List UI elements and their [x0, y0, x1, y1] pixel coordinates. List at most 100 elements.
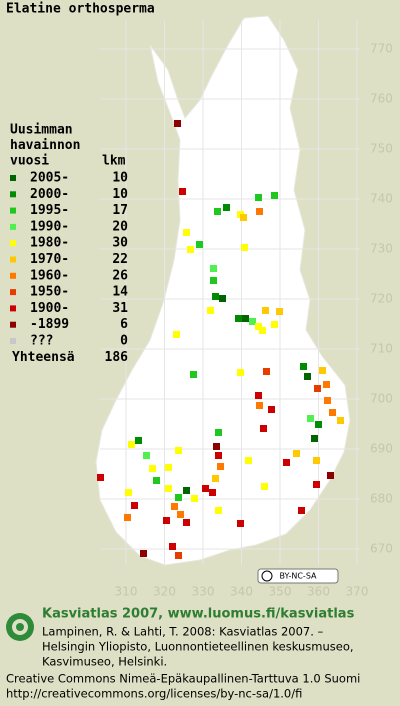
observation: [202, 485, 209, 492]
observation: [209, 489, 216, 496]
observation: [249, 318, 256, 325]
legend-header: vuosi: [10, 154, 49, 169]
observation: [215, 429, 222, 436]
observation: [319, 367, 326, 374]
legend-label: 1950-: [30, 285, 69, 300]
observation: [212, 293, 219, 300]
legend-label: 2005-: [30, 171, 69, 186]
citation: Lampinen, R. & Lahti, T. 2008: Kasviatla…: [42, 625, 324, 639]
observation: [263, 368, 270, 375]
legend-count: 17: [112, 203, 128, 218]
observation: [210, 277, 217, 284]
observation: [153, 477, 160, 484]
cc-badge: [257, 568, 339, 584]
legend-count: 0: [120, 334, 128, 349]
legend-swatch: [10, 191, 16, 198]
observation: [183, 519, 190, 526]
observation: [174, 120, 181, 127]
legend-label: 1960-: [30, 268, 69, 283]
observation: [165, 485, 172, 492]
observation: [298, 507, 305, 514]
legend-swatch: [10, 338, 16, 344]
observation: [131, 502, 138, 509]
legend-swatch: [10, 207, 16, 214]
cc-icon: [261, 570, 273, 582]
observation: [215, 507, 222, 514]
observation: [240, 214, 247, 221]
observation: [283, 459, 290, 466]
observation: [276, 308, 283, 315]
observation: [307, 415, 314, 422]
legend-swatch: [10, 223, 16, 230]
legend-count: 10: [112, 171, 128, 186]
legend-count: 22: [112, 252, 128, 267]
observation: [314, 385, 321, 392]
y-label: 670: [370, 542, 393, 556]
observation: [256, 208, 263, 215]
legend-label: 1900-: [30, 301, 69, 316]
observation: [219, 295, 226, 302]
observation: [149, 465, 156, 472]
observation: [169, 543, 176, 550]
observation: [255, 323, 262, 330]
observation: [128, 441, 135, 448]
observation: [212, 475, 219, 482]
observation: [187, 246, 194, 253]
observation: [177, 511, 184, 518]
observation: [255, 194, 262, 201]
observation: [124, 514, 131, 521]
observation: [293, 450, 300, 457]
y-label: 730: [370, 242, 393, 256]
legend-swatch: [10, 272, 16, 279]
observation: [300, 363, 307, 370]
observation: [245, 457, 252, 464]
observation: [324, 397, 331, 404]
observation: [237, 369, 244, 376]
legend-count: 30: [112, 236, 128, 251]
observation: [327, 472, 334, 479]
x-label: 350: [269, 585, 292, 599]
observation: [191, 495, 198, 502]
observation: [241, 244, 248, 251]
x-label: 330: [192, 585, 215, 599]
observation: [313, 481, 320, 488]
observation: [337, 417, 344, 424]
observation: [183, 487, 190, 494]
observation: [315, 421, 322, 428]
y-label: 740: [370, 192, 393, 206]
y-label: 770: [370, 42, 393, 56]
legend-header: havainnon: [10, 138, 80, 153]
observation: [259, 327, 266, 334]
legend-header: Uusimman: [10, 123, 73, 138]
observation: [261, 483, 268, 490]
legend-count: 26: [112, 268, 128, 283]
legend-label: 1995-: [30, 203, 69, 218]
observation: [143, 452, 150, 459]
observation: [125, 489, 132, 496]
citation: Helsingin Yliopisto, Luonnontieteellinen…: [42, 640, 354, 654]
observation: [313, 457, 320, 464]
license: http://creativecommons.org/licenses/by-n…: [6, 687, 302, 701]
y-label: 750: [370, 142, 393, 156]
legend-count: 14: [112, 285, 128, 300]
legend-count: 20: [112, 219, 128, 234]
observation: [235, 315, 242, 322]
y-label: 680: [370, 492, 393, 506]
observation: [135, 437, 142, 444]
observation: [183, 229, 190, 236]
y-label: 700: [370, 392, 393, 406]
y-label: 710: [370, 342, 393, 356]
observation: [256, 402, 263, 409]
x-label: 340: [230, 585, 253, 599]
observation: [175, 447, 182, 454]
observation: [271, 192, 278, 199]
observation: [213, 443, 220, 450]
finland-outline: [95, 15, 351, 566]
observation: [242, 315, 249, 322]
y-label: 760: [370, 92, 393, 106]
observation: [140, 550, 147, 557]
